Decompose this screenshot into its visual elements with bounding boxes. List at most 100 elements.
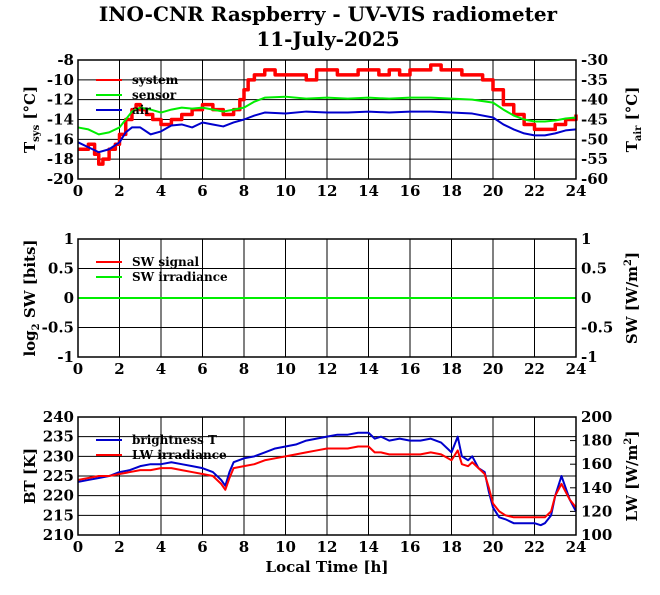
chart-panels: 0 2 4 6 8 10 12 14 16 18 20 22 24-8-10-12-14-16-18-2… <box>21 51 644 576</box>
chart-date: 11-July-2025 <box>256 27 399 51</box>
legend-label: LW irradiance <box>132 448 227 462</box>
series-line-lw-irradiance <box>77 445 577 519</box>
x-tick-label: 20 <box>483 360 504 378</box>
x-tick-label: 24 <box>566 182 587 200</box>
x-tick-label: 0 <box>73 538 83 556</box>
x-tick-label: 0 <box>73 182 83 200</box>
y-tick-label-left: 240 <box>43 408 74 426</box>
x-tick-label: 4 <box>156 360 166 378</box>
series-line-air <box>77 110 577 154</box>
x-tick-label: 12 <box>317 538 338 556</box>
x-tick-label: 8 <box>239 538 249 556</box>
x-tick-label: 4 <box>156 182 166 200</box>
x-tick-label: 12 <box>317 182 338 200</box>
x-tick-label: 2 <box>114 360 124 378</box>
x-axis-label: Local Time [h] <box>266 558 389 576</box>
y-tick-label-right: -35 <box>581 71 608 89</box>
plot-frame <box>77 416 577 536</box>
x-tick-label: 6 <box>197 182 207 200</box>
y-tick-label-right: -50 <box>581 130 608 148</box>
y-tick-label-left: 235 <box>43 428 74 446</box>
x-tick-label: 16 <box>400 182 421 200</box>
y-tick-label-left: -16 <box>47 130 74 148</box>
x-tick-label: 18 <box>441 360 462 378</box>
x-tick-label: 6 <box>197 360 207 378</box>
x-tick-label: 4 <box>156 538 166 556</box>
x-tick-label: 14 <box>358 360 379 378</box>
y-tick-label-right: 160 <box>581 455 612 473</box>
x-tick-label: 12 <box>317 360 338 378</box>
y-tick-label-right: 1 <box>581 230 591 248</box>
legend-label: system <box>132 73 179 87</box>
x-tick-label: 22 <box>524 360 545 378</box>
y-tick-label-left: -18 <box>47 150 74 168</box>
y-tick-label-left: 0 <box>64 289 74 307</box>
y-tick-label-right: -45 <box>581 111 608 129</box>
y-tick-label-right: 0.5 <box>581 260 607 278</box>
y-tick-label-right: -60 <box>581 170 608 188</box>
series-line-brightness-t <box>77 431 577 527</box>
x-tick-label: 0 <box>73 360 83 378</box>
y-tick-label-right: 180 <box>581 432 612 450</box>
y-tick-label-right: -0.5 <box>581 319 613 337</box>
x-tick-label: 24 <box>566 360 587 378</box>
series-line-sensor <box>77 95 577 136</box>
legend-label: brightness T <box>132 433 217 447</box>
legend-label: air <box>132 103 151 117</box>
y-tick-label-left: -10 <box>47 71 74 89</box>
x-tick-label: 2 <box>114 182 124 200</box>
x-tick-label: 20 <box>483 538 504 556</box>
y-tick-label-right: 100 <box>581 526 612 544</box>
x-tick-label: 20 <box>483 182 504 200</box>
y-tick-label-left: -20 <box>47 170 74 188</box>
panel-longwave: 0 2 4 6 8 10 12 14 16 18 20 22 242402352302252202152… <box>21 408 641 576</box>
y-tick-label-left: 230 <box>43 447 74 465</box>
x-tick-label: 22 <box>524 538 545 556</box>
chart-title: INO-CNR Raspberry - UV-VIS radiometer <box>99 2 558 26</box>
y-axis-label-left: Tsys [°C] <box>21 86 42 153</box>
plot-frame <box>77 59 577 180</box>
legend-label: SW signal <box>132 255 200 269</box>
y-tick-label-left: -14 <box>47 111 74 129</box>
x-tick-label: 16 <box>400 538 421 556</box>
y-tick-label-left: -12 <box>47 91 74 109</box>
legend-label: sensor <box>132 88 177 102</box>
y-tick-label-left: -0.5 <box>42 319 74 337</box>
y-tick-label-left: 0.5 <box>48 260 74 278</box>
x-tick-label: 10 <box>275 360 296 378</box>
x-tick-label: 6 <box>197 538 207 556</box>
y-axis-label-right: Tair [°C] <box>623 87 644 153</box>
y-tick-label-right: 200 <box>581 408 612 426</box>
x-tick-label: 8 <box>239 360 249 378</box>
y-tick-label-left: 225 <box>43 467 74 485</box>
y-tick-label-right: -55 <box>581 150 608 168</box>
plot-frame <box>77 238 577 358</box>
y-axis-label-left: BT [K] <box>21 448 39 504</box>
y-tick-label-left: -1 <box>57 348 74 366</box>
y-tick-label-right: -40 <box>581 91 608 109</box>
x-tick-label: 22 <box>524 182 545 200</box>
x-tick-label: 8 <box>239 182 249 200</box>
x-tick-label: 24 <box>566 538 587 556</box>
x-tick-label: 10 <box>275 182 296 200</box>
y-tick-label-right: 140 <box>581 479 612 497</box>
x-tick-label: 10 <box>275 538 296 556</box>
x-tick-label: 14 <box>358 182 379 200</box>
x-tick-label: 18 <box>441 182 462 200</box>
y-axis-label-right: SW [W/m2] <box>623 252 641 344</box>
y-tick-label-left: 1 <box>64 230 74 248</box>
y-tick-label-left: 215 <box>43 506 74 524</box>
y-tick-label-left: -8 <box>57 51 74 69</box>
y-axis-label-left: log2 SW [bits] <box>21 239 42 356</box>
x-tick-label: 16 <box>400 360 421 378</box>
y-tick-label-left: 210 <box>43 526 74 544</box>
y-tick-label-right: 0 <box>581 289 591 307</box>
panel-temperature: 0 2 4 6 8 10 12 14 16 18 20 22 24-8-10-12-14-16-18-2… <box>21 51 644 200</box>
y-tick-label-left: 220 <box>43 487 74 505</box>
legend-label: SW irradiance <box>132 270 228 284</box>
x-tick-label: 2 <box>114 538 124 556</box>
y-tick-label-right: 120 <box>581 502 612 520</box>
x-tick-label: 14 <box>358 538 379 556</box>
panel-shortwave: 0 2 4 6 8 10 12 14 16 18 20 22 2410.50-0.5-110.50-0.… <box>21 230 641 378</box>
